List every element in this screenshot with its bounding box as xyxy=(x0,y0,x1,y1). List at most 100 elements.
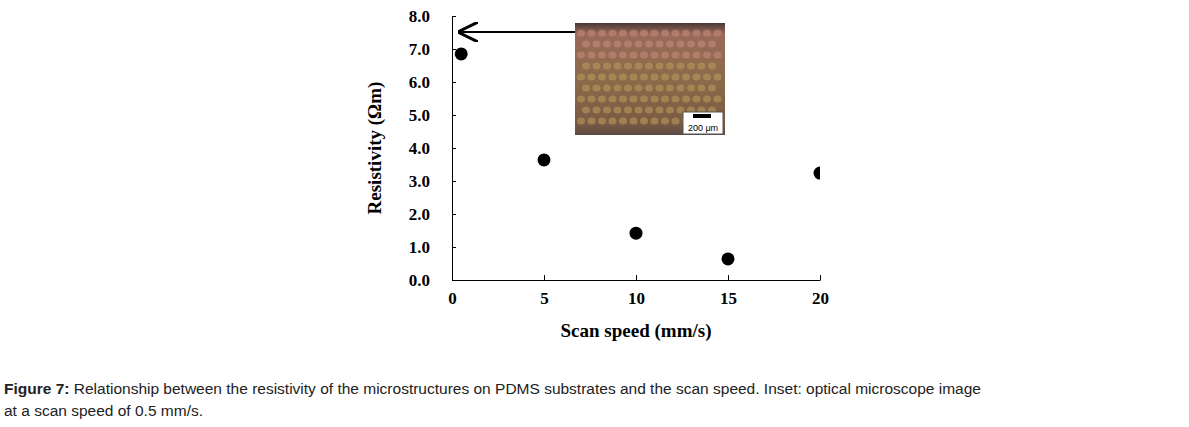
inset-grain xyxy=(609,30,617,37)
x-tick: 10 xyxy=(628,275,645,308)
inset-grain xyxy=(630,118,638,125)
inset-grain xyxy=(708,41,716,48)
inset-grain xyxy=(708,85,716,92)
inset-grain xyxy=(624,63,632,70)
inset-grain xyxy=(682,96,690,103)
inset-grain xyxy=(708,63,716,70)
inset-grain xyxy=(677,85,685,92)
x-tick-mark xyxy=(636,275,637,280)
inset-grain xyxy=(698,63,706,70)
inset-grain xyxy=(661,118,669,125)
inset-grain xyxy=(677,41,685,48)
inset-grain xyxy=(640,96,648,103)
x-tick-mark xyxy=(544,275,545,280)
caption-label: Figure 7: xyxy=(4,380,69,397)
y-tick-mark xyxy=(452,148,456,149)
inset-grain xyxy=(666,85,674,92)
inset-grain xyxy=(609,96,617,103)
inset-grain xyxy=(577,30,585,37)
x-tick: 20 xyxy=(812,275,829,308)
inset-grain xyxy=(614,85,622,92)
inset-grain xyxy=(703,74,711,81)
x-tick-label: 15 xyxy=(720,289,737,308)
inset-grain xyxy=(619,30,627,37)
inset-grain xyxy=(693,96,701,103)
inset-image xyxy=(575,23,725,135)
inset-grain xyxy=(598,74,606,81)
inset-grain xyxy=(577,52,585,59)
inset-grain xyxy=(598,118,606,125)
inset-grain xyxy=(698,41,706,48)
inset-grain xyxy=(593,63,601,70)
y-tick-mark xyxy=(452,247,456,248)
inset-grain xyxy=(603,63,611,70)
inset-grain xyxy=(582,85,590,92)
inset-grain xyxy=(651,96,659,103)
y-tick: 7.0 xyxy=(409,40,456,59)
inset-grain xyxy=(630,30,638,37)
inset-grain xyxy=(666,107,674,114)
inset-grain xyxy=(582,107,590,114)
inset-grain xyxy=(656,85,664,92)
inset-grain xyxy=(666,41,674,48)
inset-grain xyxy=(640,118,648,125)
scale-bar xyxy=(693,114,711,118)
inset-grain xyxy=(661,74,669,81)
y-tick-mark xyxy=(452,16,456,17)
chart: 051015200.01.02.03.04.05.06.07.08.0Scan … xyxy=(0,0,1189,427)
inset-grain xyxy=(619,96,627,103)
inset-grain xyxy=(588,74,596,81)
inset-grain xyxy=(619,74,627,81)
y-tick: 1.0 xyxy=(409,238,456,257)
inset-grain xyxy=(577,96,585,103)
y-tick-mark xyxy=(452,214,456,215)
inset-grain xyxy=(677,63,685,70)
x-tick-label: 0 xyxy=(448,289,457,308)
y-tick: 8.0 xyxy=(409,7,456,26)
inset-grain xyxy=(682,30,690,37)
inset-grain xyxy=(582,41,590,48)
y-tick: 2.0 xyxy=(409,205,456,224)
inset-grain xyxy=(582,63,590,70)
inset-grain xyxy=(593,41,601,48)
inset-grain xyxy=(640,74,648,81)
x-tick-label: 10 xyxy=(628,289,645,308)
inset-grain xyxy=(624,85,632,92)
x-axis: 0 5 10 15 20 xyxy=(448,275,829,308)
inset-grain xyxy=(577,74,585,81)
inset-grain xyxy=(656,107,664,114)
inset-grain xyxy=(630,96,638,103)
caption: Figure 7: Relationship between the resis… xyxy=(4,380,981,397)
inset-grain xyxy=(714,74,722,81)
data-point xyxy=(722,252,735,265)
data-point xyxy=(538,153,551,166)
inset-grain xyxy=(598,96,606,103)
inset-grain xyxy=(703,30,711,37)
inset-grain xyxy=(651,52,659,59)
inset-grain xyxy=(672,118,680,125)
inset-grain xyxy=(577,118,585,125)
inset-grain xyxy=(693,52,701,59)
x-tick-label: 5 xyxy=(540,289,549,308)
y-tick-label: 2.0 xyxy=(409,205,430,224)
x-axis-title: Scan speed (mm/s) xyxy=(561,320,712,342)
y-tick: 6.0 xyxy=(409,73,456,92)
inset-grain xyxy=(698,85,706,92)
inset-grain xyxy=(672,96,680,103)
y-tick: 0.0 xyxy=(409,271,456,290)
inset-grain xyxy=(672,30,680,37)
inset-grain xyxy=(714,96,722,103)
inset-grain xyxy=(635,107,643,114)
inset-grain xyxy=(645,107,653,114)
y-tick-label: 3.0 xyxy=(409,172,430,191)
inset-grain xyxy=(672,52,680,59)
inset-grain xyxy=(593,85,601,92)
inset-grain xyxy=(635,63,643,70)
inset-grain xyxy=(656,41,664,48)
inset-grain xyxy=(693,30,701,37)
inset-grain xyxy=(645,63,653,70)
caption-line: at a scan speed of 0.5 mm/s. xyxy=(4,402,203,419)
x-tick-label: 20 xyxy=(812,289,829,308)
y-tick-label: 7.0 xyxy=(409,40,430,59)
scale-bar-label: 200 μm xyxy=(688,123,718,133)
